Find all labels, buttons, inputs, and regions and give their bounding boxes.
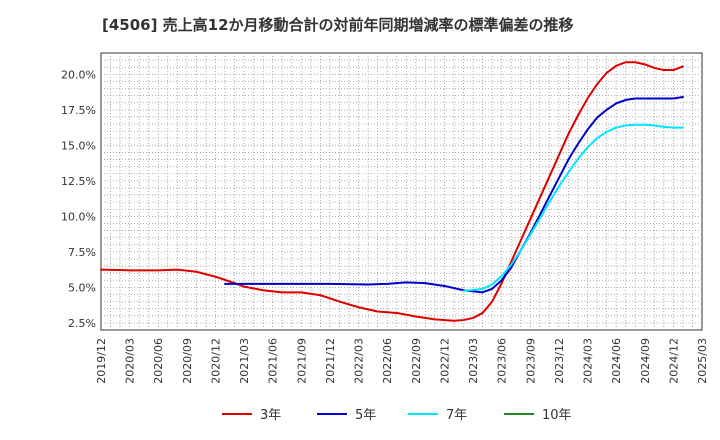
x-tick-label: 2022/12 [438,338,451,384]
x-tick-label: 2022/09 [410,338,423,384]
x-tick-label: 2022/03 [353,338,366,384]
x-tick-label: 2019/12 [95,338,108,384]
y-tick-label: 15.0% [61,139,96,152]
x-tick-label: 2023/09 [524,338,537,384]
y-tick-label: 20.0% [61,68,96,81]
x-tick-label: 2020/06 [152,338,165,384]
x-tick-label: 2022/06 [381,338,394,384]
x-tick-label: 2020/09 [181,338,194,384]
series-line-5年 [224,96,684,294]
x-tick-label: 2025/03 [696,338,709,384]
x-tick-label: 2024/09 [639,338,652,384]
legend-label: 10年 [542,408,572,423]
x-tick-label: 2021/06 [267,338,280,384]
x-tick-label: 2020/12 [209,338,222,384]
x-tick-label: 2023/06 [496,338,509,384]
x-tick-label: 2021/03 [238,338,251,384]
series-line-7年 [462,123,684,292]
series-line-3年 [100,61,684,322]
x-tick-label: 2024/06 [610,338,623,384]
y-tick-label: 5.0% [68,281,96,294]
x-tick-label: 2020/03 [124,338,137,384]
x-tick-label: 2023/03 [467,338,480,384]
y-tick-label: 17.5% [61,104,96,117]
y-tick-label: 7.5% [68,246,96,259]
chart-title: [4506] 売上高12か月移動合計の対前年同期増減率の標準偏差の推移 [102,16,574,34]
plot-area [100,52,703,331]
y-tick-label: 10.0% [61,210,96,223]
y-tick-label: 12.5% [61,175,96,188]
x-tick-label: 2021/09 [295,338,308,384]
y-tick-label: 2.5% [68,317,96,330]
x-tick-label: 2023/12 [553,338,566,384]
x-tick-label: 2024/03 [582,338,595,384]
x-tick-label: 2024/12 [667,338,680,384]
legend-label: 5年 [355,408,376,423]
x-tick-label: 2021/12 [324,338,337,384]
legend-label: 7年 [446,408,467,423]
legend-label: 3年 [260,408,281,423]
